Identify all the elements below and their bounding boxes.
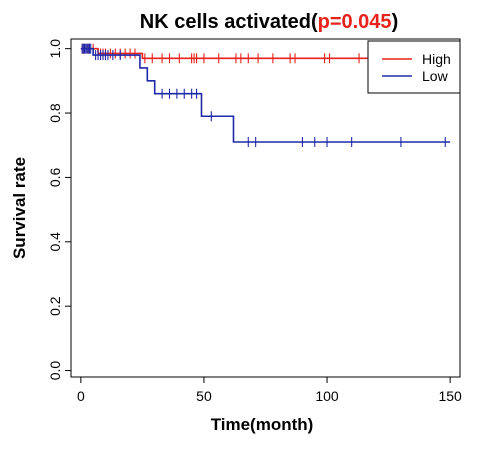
legend-label-high: High xyxy=(422,51,451,67)
series-layer xyxy=(80,43,451,148)
chart-title-prefix: NK cells activated( xyxy=(140,11,318,33)
legend-box xyxy=(367,40,461,94)
y-tick-label: 0.6 xyxy=(47,167,63,187)
y-tick-label: 0.0 xyxy=(47,361,63,381)
legend-label-low: Low xyxy=(422,68,449,84)
x-tick-label: 50 xyxy=(196,388,212,404)
y-tick-label: 1.0 xyxy=(47,39,63,59)
x-axis-label: Time(month) xyxy=(211,415,314,434)
chart-title: NK cells activated(p=0.045) xyxy=(140,11,398,33)
chart-title-suffix: ) xyxy=(392,11,399,33)
chart-title-pvalue: p=0.045 xyxy=(318,11,392,33)
x-axis: 0 50 100 150 xyxy=(77,377,462,404)
y-axis: 0.0 0.2 0.4 0.6 0.8 1.0 xyxy=(47,39,71,381)
y-axis-label: Survival rate xyxy=(10,157,29,259)
y-tick-label: 0.8 xyxy=(47,103,63,123)
y-tick-label: 0.4 xyxy=(47,232,63,252)
y-tick-label: 0.2 xyxy=(47,296,63,316)
x-tick-label: 100 xyxy=(315,388,339,404)
x-tick-label: 0 xyxy=(77,388,85,404)
plot-frame xyxy=(70,38,461,378)
x-tick-label: 150 xyxy=(438,388,462,404)
